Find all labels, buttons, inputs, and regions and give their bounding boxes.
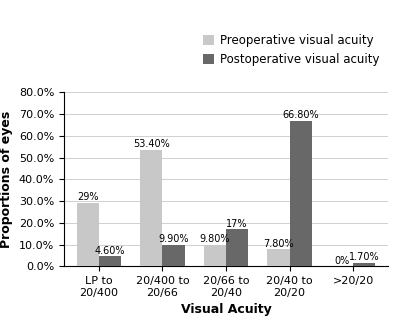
Bar: [140, 150, 162, 266]
Legend: Preoperative visual acuity, Postoperative visual acuity: Preoperative visual acuity, Postoperativ…: [200, 32, 382, 68]
Text: 29%: 29%: [77, 192, 98, 202]
Text: 7.80%: 7.80%: [263, 239, 294, 249]
Bar: [226, 229, 248, 266]
Text: 53.40%: 53.40%: [133, 139, 170, 149]
X-axis label: Visual Acuity: Visual Acuity: [181, 303, 271, 316]
Text: 9.90%: 9.90%: [158, 234, 189, 244]
Text: 9.80%: 9.80%: [200, 234, 230, 244]
Text: 0%: 0%: [334, 256, 350, 266]
Bar: [267, 249, 290, 266]
Text: 4.60%: 4.60%: [95, 245, 125, 256]
Bar: [204, 245, 226, 266]
Bar: [77, 203, 99, 266]
Bar: [99, 257, 121, 266]
Y-axis label: Proportions of eyes: Proportions of eyes: [0, 111, 13, 248]
Bar: [353, 263, 375, 266]
Bar: [290, 121, 312, 266]
Bar: [162, 245, 185, 266]
Text: 17%: 17%: [226, 218, 248, 229]
Text: 66.80%: 66.80%: [282, 110, 319, 120]
Text: 1.70%: 1.70%: [349, 252, 380, 262]
